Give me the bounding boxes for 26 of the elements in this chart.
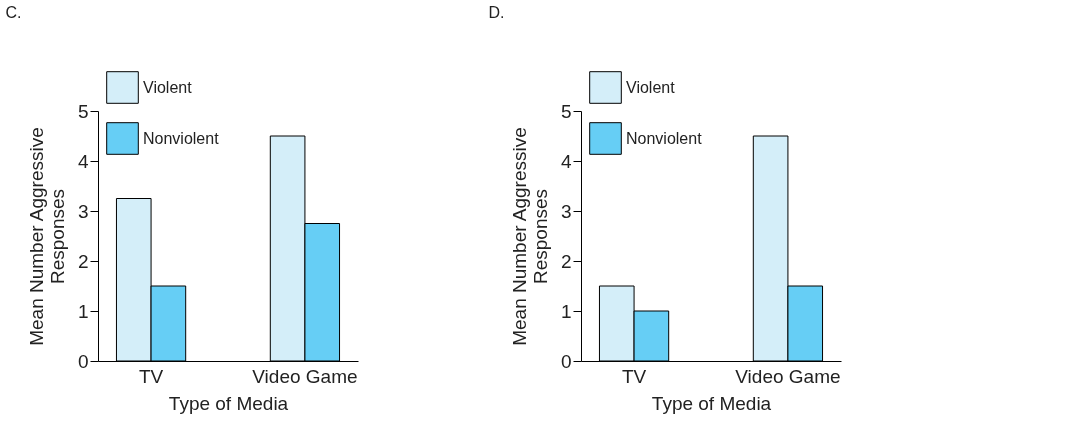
y-axis-title: Mean Number Aggressive Responses xyxy=(508,127,551,346)
y-tick-label: 4 xyxy=(560,150,572,172)
y-tick-label: 1 xyxy=(560,300,572,322)
y-tick-label: 5 xyxy=(77,100,89,122)
x-axis-title: Type of Media xyxy=(651,392,772,414)
x-axis-title: Type of Media xyxy=(168,392,289,414)
x-tick-label: Video Game xyxy=(735,365,841,387)
y-tick-label: 3 xyxy=(77,200,89,222)
chart-title: D. xyxy=(488,4,505,21)
y-tick-label: 2 xyxy=(560,250,572,272)
y-tick-label: 2 xyxy=(77,250,89,272)
y-axis-title: Mean Number Aggressive Responses xyxy=(25,127,68,346)
y-tick-label: 0 xyxy=(560,350,572,372)
legend-label: Nonviolent xyxy=(143,129,220,147)
y-tick-label: 0 xyxy=(77,350,89,372)
y-tick-label: 5 xyxy=(560,100,572,122)
x-tick-label: TV xyxy=(621,365,647,387)
y-tick-label: 1 xyxy=(77,300,89,322)
y-tick-label: 3 xyxy=(560,200,572,222)
legend-label: Violent xyxy=(143,78,193,96)
legend-label: Nonviolent xyxy=(626,129,703,147)
chart-title: C. xyxy=(5,4,22,21)
x-tick-label: Video Game xyxy=(252,365,358,387)
y-tick-label: 4 xyxy=(77,150,89,172)
x-tick-label: TV xyxy=(138,365,164,387)
legend-label: Violent xyxy=(626,78,676,96)
